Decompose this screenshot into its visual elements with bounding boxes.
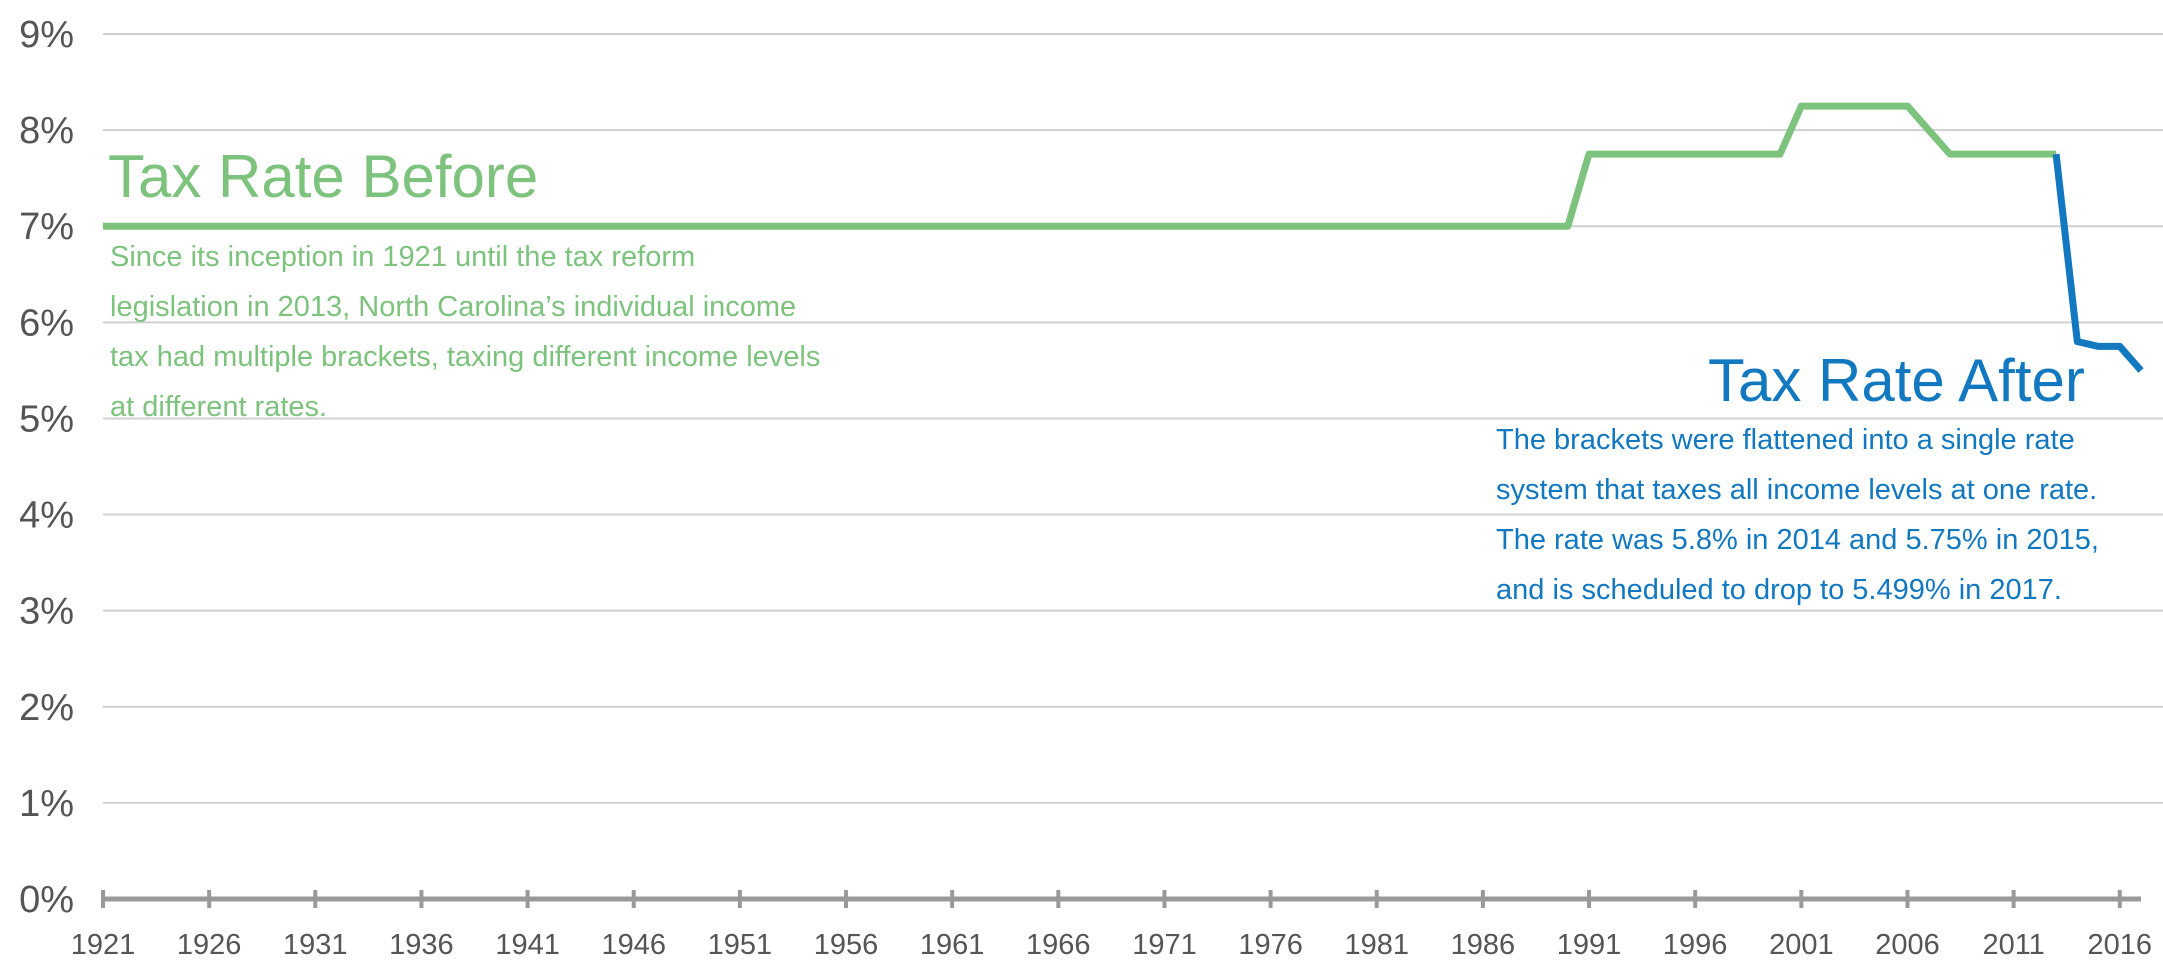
after-title: Tax Rate After (1708, 347, 2085, 414)
x-tick-label: 1951 (708, 929, 773, 961)
x-tick-label: 1941 (495, 929, 560, 961)
x-tick-label: 1926 (177, 929, 242, 961)
series-lines (103, 102, 2144, 373)
y-tick-label: 4% (19, 495, 74, 537)
x-tick-label: 1946 (601, 929, 666, 961)
x-tick-label: 1956 (814, 929, 879, 961)
x-axis (101, 890, 2141, 908)
y-tick-labels: 0% 1% 2% 3% 4% 5% 6% 7% 8% 9% (19, 14, 74, 921)
x-tick-label: 1976 (1238, 929, 1303, 961)
series-line-before (103, 102, 2057, 230)
y-tick-label: 5% (19, 398, 74, 440)
y-tick-label: 2% (19, 687, 74, 729)
x-tick-label: 1991 (1557, 929, 1622, 961)
y-tick-label: 9% (19, 14, 74, 56)
before-title: Tax Rate Before (108, 143, 539, 210)
before-description: Since its inception in 1921 until the ta… (110, 241, 821, 423)
x-tick-label: 1986 (1451, 929, 1516, 961)
y-tick-label: 3% (19, 591, 74, 633)
x-tick-label: 2011 (1982, 929, 2044, 961)
x-tick-label: 2001 (1769, 929, 1834, 961)
x-tick-label: 1931 (283, 929, 348, 961)
x-tick-label: 2016 (2088, 929, 2153, 961)
x-tick-label: 1966 (1026, 929, 1091, 961)
x-tick-label: 1971 (1132, 929, 1197, 961)
x-tick-label: 1921 (71, 929, 136, 961)
y-tick-label: 0% (19, 879, 74, 921)
x-tick-label: 1961 (920, 929, 985, 961)
x-tick-label: 2006 (1875, 929, 1940, 961)
y-tick-label: 6% (19, 302, 74, 344)
x-tick-labels: 1921 1926 1931 1936 1941 1946 1951 1956 1961 1966… (71, 929, 2152, 961)
y-tick-label: 1% (19, 783, 74, 825)
x-tick-label: 1936 (389, 929, 454, 961)
after-description: The brackets were flattened into a singl… (1496, 424, 2099, 606)
y-tick-label: 8% (19, 110, 74, 152)
x-tick-label: 1996 (1663, 929, 1728, 961)
x-tick-label: 1981 (1344, 929, 1409, 961)
series-line-after (2052, 153, 2144, 373)
y-tick-label: 7% (19, 206, 74, 248)
